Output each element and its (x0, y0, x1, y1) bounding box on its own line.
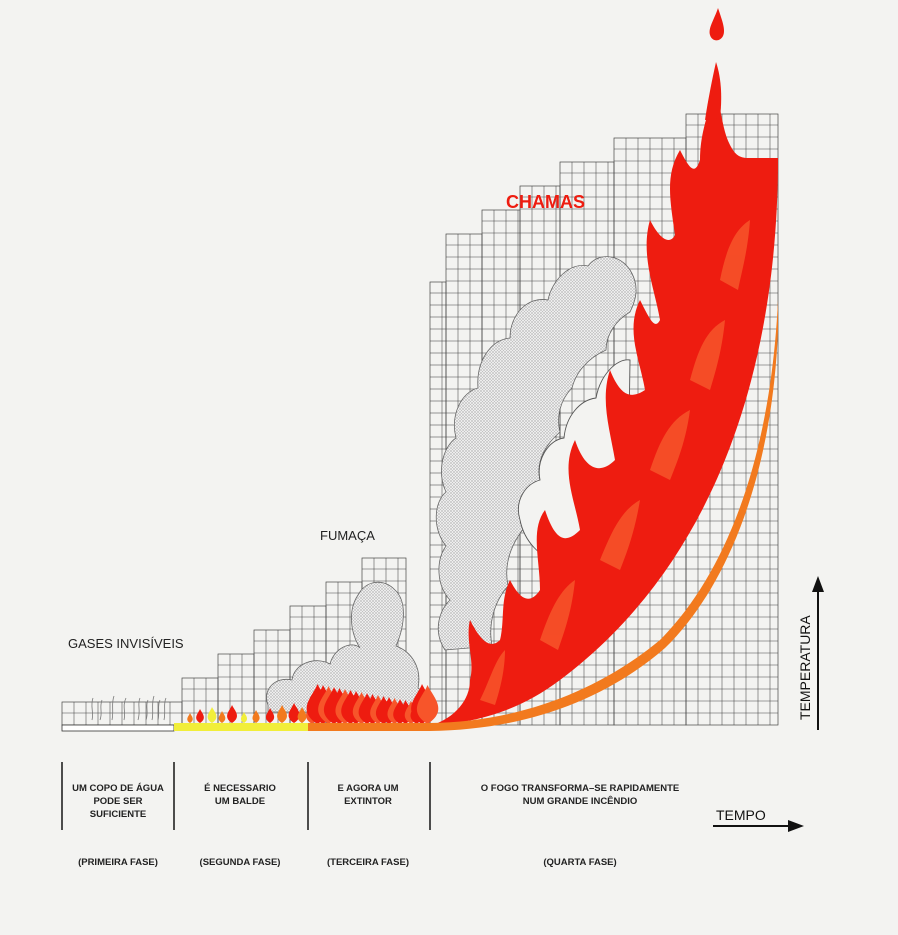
phase-name: (SEGUNDA FASE) (200, 857, 281, 868)
smoke-cloud-small (266, 581, 429, 713)
label-tempo: TEMPO (716, 807, 766, 823)
small-flame (252, 710, 260, 723)
small-flame (277, 705, 288, 723)
flames-phase-2 (187, 703, 307, 723)
small-flame (265, 708, 275, 723)
grid-block (61, 701, 183, 726)
small-flame (227, 705, 238, 723)
small-flame (187, 713, 193, 723)
label-fumaca: FUMAÇA (320, 528, 375, 543)
small-flame (196, 709, 204, 723)
phase-description: NUM GRANDE INCÊNDIO (523, 795, 638, 807)
phase-name: (PRIMEIRA FASE) (78, 857, 158, 868)
time-axis (713, 820, 804, 832)
label-temperatura: TEMPERATURA (797, 615, 813, 720)
phase-name: (TERCEIRA FASE) (327, 857, 409, 868)
invisible-gases (91, 695, 167, 721)
phase-description: O FOGO TRANSFORMA–SE RAPIDAMENTE (481, 783, 679, 794)
temperature-axis (812, 576, 824, 730)
small-flame (207, 707, 217, 723)
flame-main (430, 8, 778, 726)
phase-labels: UM COPO DE ÁGUA PODE SER SUFICIENTE (PRIMEI… (72, 783, 679, 868)
phase-description: UM COPO DE ÁGUA (72, 783, 164, 794)
phase-description: UM BALDE (215, 796, 265, 807)
small-flame (288, 703, 300, 723)
phase-name: (QUARTA FASE) (543, 857, 616, 868)
phase-description: É NECESSARIO (204, 783, 276, 794)
small-flame (416, 685, 439, 724)
flames-phase-3 (306, 684, 439, 724)
phase-description: E AGORA UM (337, 783, 398, 794)
heat-baseline (61, 300, 778, 732)
phase-description: PODE SER (93, 796, 142, 807)
phase-description: SUFICIENTE (90, 809, 146, 820)
label-chamas: CHAMAS (506, 192, 585, 212)
label-gases: GASES INVISÍVEIS (68, 636, 184, 651)
phase-dividers (61, 762, 431, 830)
small-flame (218, 711, 226, 723)
phase-description: EXTINTOR (344, 796, 392, 807)
small-flame (297, 707, 307, 723)
small-flame (241, 712, 248, 723)
